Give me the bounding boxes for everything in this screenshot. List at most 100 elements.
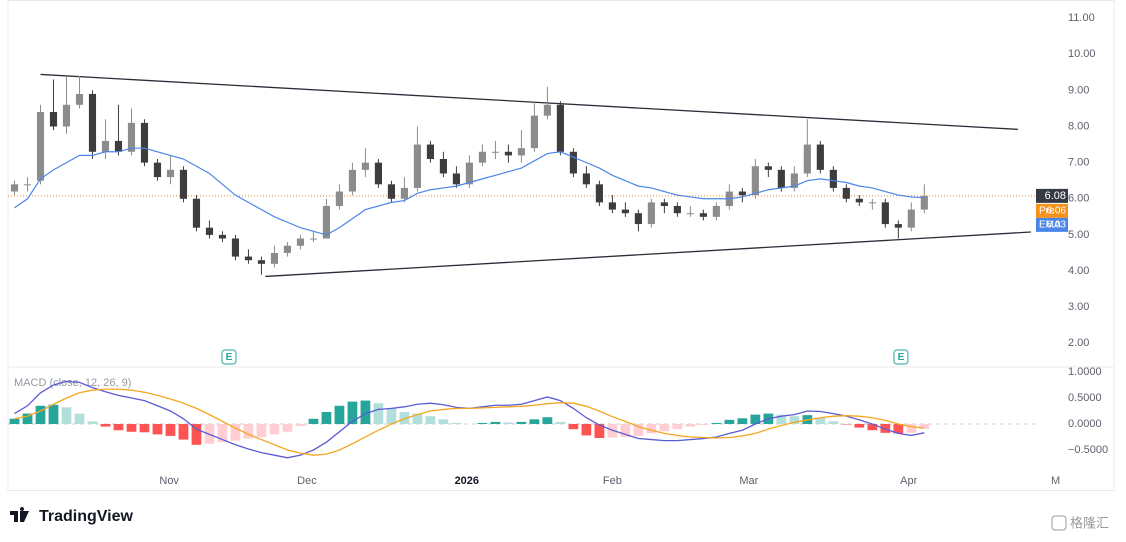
candle-body [504, 151, 512, 156]
candle-body [218, 234, 227, 239]
histogram-bar [789, 416, 800, 424]
histogram-bar [347, 401, 358, 424]
macd-line [14, 380, 925, 459]
pre-value: 6.06 [1047, 206, 1067, 217]
trendline [265, 231, 1031, 278]
y-tick-label: 5.00 [1068, 229, 1089, 241]
histogram-bar [880, 423, 891, 433]
candle-body [517, 148, 525, 156]
candle-body [595, 184, 603, 203]
candle-body [842, 187, 850, 199]
histogram-bar [893, 423, 904, 434]
histogram-bar [412, 413, 423, 424]
histogram-bar [919, 423, 930, 429]
candle-body [699, 213, 707, 217]
candle-body [881, 202, 889, 225]
trendline [40, 73, 1018, 131]
candle-body [114, 140, 123, 152]
price-tag [1036, 217, 1068, 232]
histogram-bar [243, 423, 254, 439]
histogram-bar [516, 421, 527, 424]
candle-body [803, 144, 811, 174]
y-tick-label: 6.00 [1068, 193, 1089, 205]
pre-label: Pre [1039, 206, 1055, 217]
histogram-bar [269, 423, 280, 435]
histogram-bar [776, 414, 787, 424]
histogram-bar [594, 423, 605, 439]
candle-body [270, 252, 279, 264]
ema-label: EMA [1039, 220, 1061, 231]
y-tick-label: 0.5000 [1068, 392, 1102, 404]
histogram-bar [230, 423, 241, 441]
histogram-bar [581, 423, 592, 436]
candle-body [257, 260, 266, 264]
histogram-bar [737, 418, 748, 424]
candle-body [751, 166, 759, 196]
event-marker [893, 349, 909, 365]
histogram-bar [321, 412, 332, 424]
candle-body [153, 162, 162, 178]
histogram-bar [646, 423, 657, 434]
histogram-bar [399, 412, 410, 424]
histogram-bar [451, 422, 462, 424]
candle-body [790, 173, 798, 188]
candle-body [348, 169, 357, 192]
histogram-bar [386, 408, 397, 424]
candle-body [452, 173, 460, 185]
candle-body [543, 104, 551, 116]
histogram-bar [178, 423, 189, 440]
histogram-bar [152, 423, 163, 435]
histogram-bar [828, 421, 839, 424]
y-tick-label: −0.5000 [1068, 444, 1108, 456]
histogram-bar [854, 423, 865, 428]
histogram-bar [711, 422, 722, 424]
candle-body [868, 202, 876, 204]
candle-body [764, 166, 772, 170]
candle-body [23, 184, 32, 186]
histogram-bar [568, 423, 579, 430]
histogram-bar [438, 419, 449, 424]
histogram-bar [139, 423, 150, 433]
ema-line [14, 147, 925, 236]
y-tick-label: 9.00 [1068, 84, 1089, 96]
candle-body [582, 173, 590, 185]
candle-body [920, 195, 928, 210]
x-tick-label: Mar [739, 475, 758, 487]
y-tick-label: 1.0000 [1068, 366, 1102, 378]
candle-body [400, 187, 408, 199]
histogram-bar [906, 423, 917, 433]
y-tick-label: 3.00 [1068, 301, 1089, 313]
candle-body [88, 93, 97, 152]
histogram-bar [35, 405, 46, 424]
candle-body [127, 122, 136, 152]
histogram-bar [867, 423, 878, 431]
ema-value: 6.03 [1047, 220, 1067, 231]
histogram-bar [425, 416, 436, 424]
logo: TradingView [10, 507, 134, 525]
candle-body [10, 184, 19, 192]
histogram-bar [698, 423, 709, 426]
logo-mark [10, 507, 29, 522]
histogram-bar [87, 421, 98, 424]
histogram-bar [217, 423, 228, 443]
price-tag [1036, 203, 1068, 218]
candle-body [231, 238, 240, 257]
histogram-bar [113, 423, 124, 431]
histogram-bar [477, 422, 488, 424]
histogram-bar [672, 423, 683, 430]
candle-body [296, 238, 305, 246]
y-tick-label: 10.00 [1068, 48, 1096, 60]
candle-body [894, 224, 902, 228]
histogram-bar [490, 421, 501, 424]
candle-body [387, 184, 395, 199]
candle-body [816, 144, 824, 170]
candle-body [205, 227, 214, 235]
candle-body [283, 245, 292, 253]
x-tick-label: Apr [900, 475, 917, 487]
histogram-bar [61, 407, 72, 424]
watermark-icon [1051, 515, 1067, 531]
brand: TradingView [39, 508, 134, 525]
candle-body [322, 205, 331, 239]
